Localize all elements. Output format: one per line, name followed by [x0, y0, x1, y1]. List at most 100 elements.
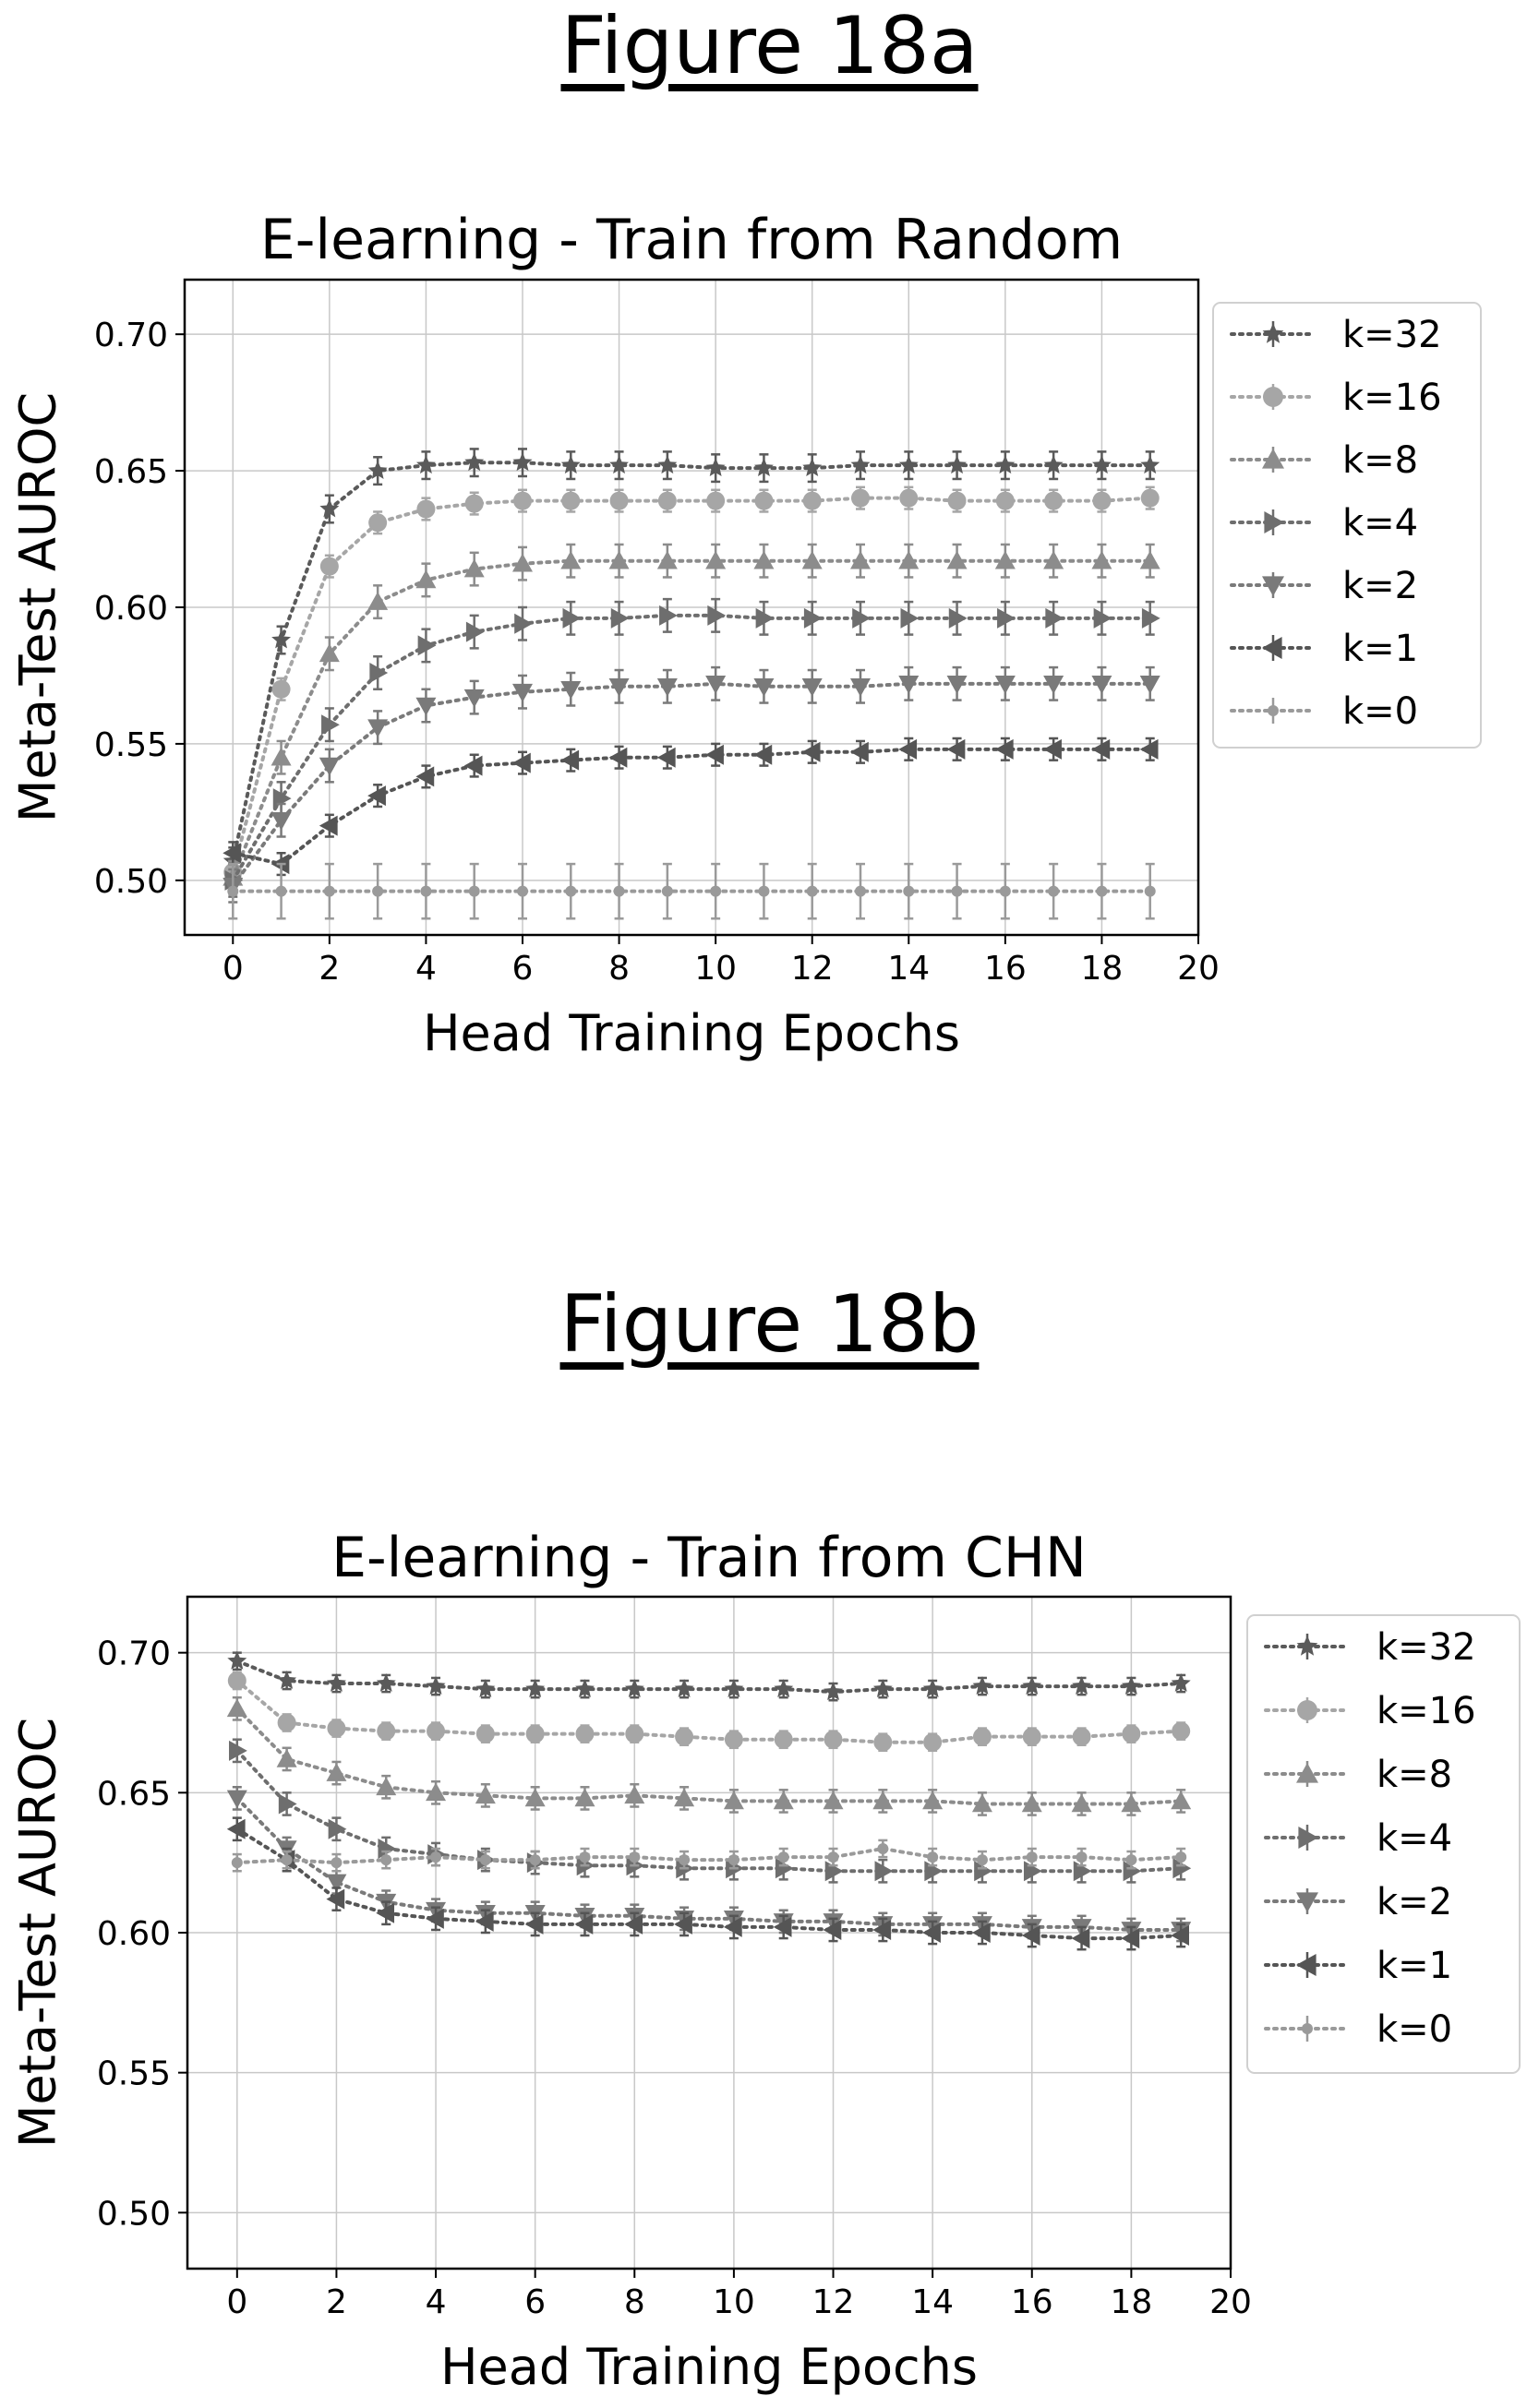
data-point: [613, 885, 625, 897]
data-point: [852, 607, 871, 629]
data-point: [1171, 1791, 1192, 1810]
data-point: [1021, 1925, 1040, 1947]
data-point: [1072, 1676, 1091, 1695]
data-point: [1044, 491, 1064, 510]
data-point: [281, 1854, 293, 1866]
data-point: [1043, 738, 1062, 760]
x-axis-label: Head Training Epochs: [423, 1004, 960, 1062]
x-tick-label: 16: [1011, 2283, 1053, 2321]
data-point: [1172, 1721, 1191, 1741]
data-point: [1140, 455, 1160, 474]
series-line-k=2: [231, 681, 1152, 888]
data-point: [898, 738, 918, 760]
legend-marker: [1264, 511, 1284, 533]
data-point: [1096, 885, 1108, 897]
y-axis-label: Meta-Test AUROC: [9, 392, 67, 822]
y-tick-label: 0.65: [97, 1775, 171, 1813]
data-point: [802, 491, 822, 510]
data-point: [850, 677, 871, 697]
data-point: [524, 1913, 544, 1935]
y-axis-label: Meta-Test AUROC: [9, 1718, 67, 2148]
data-point: [271, 679, 291, 699]
data-point: [629, 1851, 641, 1863]
x-tick-label: 14: [911, 2283, 954, 2321]
data-point: [610, 607, 630, 629]
data-point: [367, 785, 386, 807]
data-point: [1022, 1676, 1042, 1695]
legend-label: k=2: [1377, 1881, 1452, 1923]
data-point: [560, 550, 582, 569]
data-point: [277, 1671, 297, 1689]
x-axis-label: Head Training Epochs: [440, 2338, 978, 2396]
data-point: [376, 1777, 397, 1796]
data-point: [948, 607, 968, 629]
data-point: [754, 491, 774, 510]
data-point: [705, 458, 726, 476]
data-point: [1092, 491, 1112, 510]
data-point: [275, 885, 287, 897]
data-point: [824, 1730, 843, 1749]
data-point: [561, 491, 581, 510]
data-point: [227, 885, 239, 897]
data-point: [1144, 885, 1156, 897]
data-point: [226, 1818, 246, 1839]
data-point: [872, 1679, 893, 1697]
data-point: [1141, 607, 1160, 629]
y-tick-label: 0.50: [97, 2195, 171, 2233]
data-point: [331, 1857, 343, 1869]
data-point: [903, 885, 915, 897]
data-point: [802, 458, 823, 476]
data-point: [1043, 550, 1064, 569]
legend-label: k=32: [1377, 1626, 1476, 1669]
data-point: [823, 1919, 842, 1940]
series-line-k=2: [234, 1796, 1184, 1932]
data-point: [231, 1857, 243, 1869]
data-point: [430, 1851, 442, 1863]
data-point: [753, 744, 773, 765]
data-point: [974, 1861, 992, 1882]
data-point: [659, 605, 678, 626]
data-point: [465, 621, 485, 642]
data-point: [946, 676, 968, 694]
data-point: [755, 607, 775, 629]
legend-label: k=0: [1377, 2008, 1452, 2051]
data-point: [321, 714, 340, 736]
data-point: [855, 885, 866, 897]
legend-marker: [1297, 1700, 1317, 1720]
data-point: [426, 1908, 444, 1929]
x-tick-label: 4: [426, 2283, 447, 2321]
data-point: [415, 569, 437, 589]
chart-train-from-chn: E-learning - Train from CHN 0 2 4 6 8 10 12 14 16…: [9, 1526, 1521, 2396]
data-point: [319, 815, 338, 836]
legend-label: k=16: [1377, 1690, 1476, 1732]
data-point: [368, 513, 388, 533]
series-line-k=32: [234, 1659, 1184, 1695]
data-point: [560, 749, 580, 771]
data-point: [380, 1854, 392, 1866]
legend-label: k=4: [1342, 502, 1418, 545]
data-point: [464, 452, 485, 472]
data-point: [525, 1679, 546, 1697]
data-point: [774, 1730, 793, 1749]
y-tick-label: 0.55: [97, 2055, 171, 2093]
data-point: [609, 491, 629, 510]
data-point: [271, 747, 292, 766]
x-tick-label: 4: [415, 950, 437, 988]
data-point: [753, 550, 775, 569]
data-point: [463, 755, 483, 776]
data-point: [773, 1916, 792, 1937]
data-point: [625, 1724, 644, 1743]
data-point: [674, 1913, 692, 1935]
data-point: [657, 455, 678, 474]
data-point: [723, 1791, 744, 1810]
data-point: [1140, 488, 1160, 508]
data-point: [706, 491, 726, 510]
legend-marker: [1262, 449, 1284, 469]
y-tick-label: 0.60: [94, 590, 168, 628]
data-point: [1071, 1928, 1090, 1949]
x-tick-label: 18: [1081, 950, 1124, 988]
data-point: [803, 607, 823, 629]
legend-marker: [1263, 387, 1283, 407]
data-point: [529, 1854, 541, 1866]
legend-label: k=4: [1377, 1817, 1452, 1860]
